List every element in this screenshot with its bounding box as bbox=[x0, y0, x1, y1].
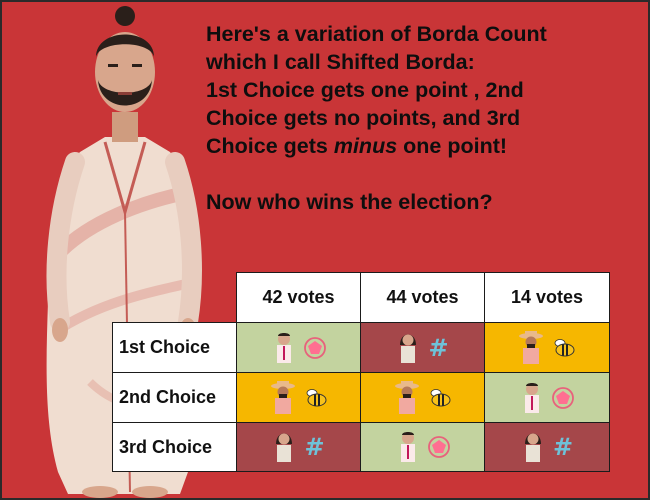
row-label: 1st Choice bbox=[112, 322, 237, 373]
table-cell bbox=[360, 422, 485, 472]
pentagon-icon bbox=[427, 436, 450, 458]
speech-text: Here's a variation of Borda Count which … bbox=[206, 20, 636, 216]
table-cell bbox=[484, 372, 610, 423]
column-header: 14 votes bbox=[484, 272, 610, 323]
candidate-woman-icon bbox=[524, 433, 541, 462]
table-cell bbox=[484, 322, 610, 373]
table-cell: # bbox=[360, 322, 485, 373]
bee-icon bbox=[554, 338, 575, 356]
speech-line: 1st Choice gets one point , 2nd bbox=[206, 78, 524, 102]
speech-line: Here's a variation of Borda Count bbox=[206, 22, 547, 46]
table-cell: # bbox=[484, 422, 610, 472]
candidate-man-icon bbox=[400, 432, 415, 462]
speech-line: which I call Shifted Borda: bbox=[206, 50, 475, 74]
table-cell: # bbox=[236, 422, 361, 472]
bee-icon bbox=[306, 388, 326, 406]
column-header: 42 votes bbox=[236, 272, 361, 323]
column-header: 44 votes bbox=[360, 272, 485, 323]
pentagon-icon bbox=[552, 386, 574, 409]
candidate-man-icon bbox=[276, 332, 291, 363]
hash-icon: # bbox=[552, 433, 574, 461]
speech-line: Choice gets minus one point! bbox=[206, 134, 508, 158]
candidate-hat-man-icon bbox=[394, 380, 419, 414]
candidate-man-icon bbox=[525, 382, 539, 413]
candidate-hat-man-icon bbox=[270, 380, 295, 414]
bee-icon bbox=[430, 388, 450, 406]
candidate-hat-man-icon bbox=[519, 330, 543, 364]
table-cell bbox=[236, 372, 361, 423]
table-cell bbox=[236, 322, 361, 373]
question: Now who wins the election? bbox=[206, 190, 493, 214]
table-cell bbox=[360, 372, 485, 423]
hash-icon: # bbox=[304, 433, 325, 461]
row-label: 3rd Choice bbox=[112, 422, 237, 472]
pentagon-icon bbox=[303, 336, 326, 359]
speech-line: Choice gets no points, and 3rd bbox=[206, 106, 521, 130]
candidate-woman-icon bbox=[400, 334, 417, 363]
row-label: 2nd Choice bbox=[112, 372, 237, 423]
hash-icon: # bbox=[428, 333, 449, 362]
candidate-woman-icon bbox=[276, 433, 293, 462]
